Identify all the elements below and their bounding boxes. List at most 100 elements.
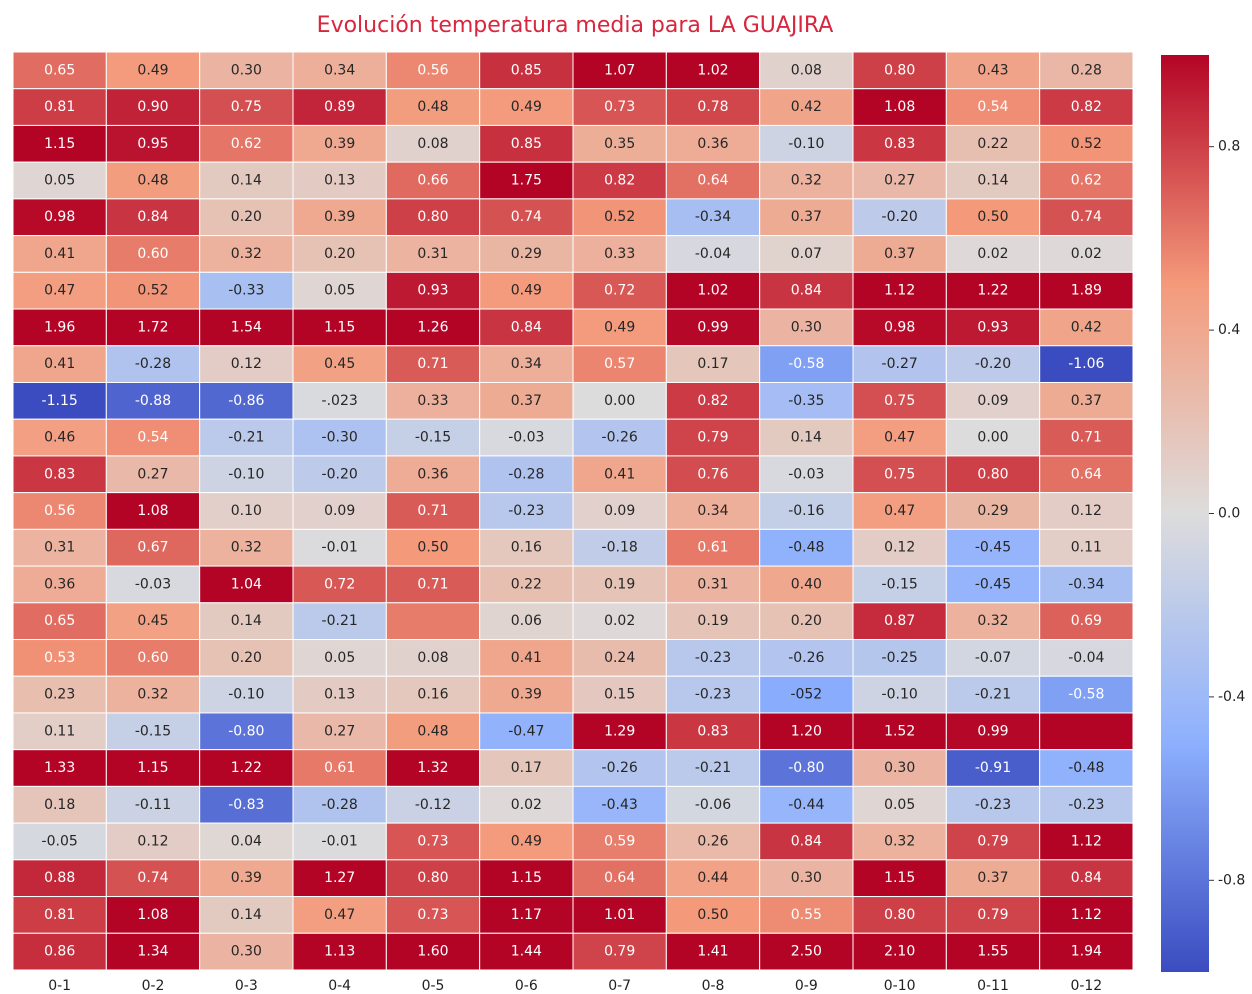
cell: [292, 528, 387, 567]
cell: [385, 932, 481, 971]
cell-label: -0.34: [1068, 576, 1104, 592]
cell-label: 0.41: [44, 246, 75, 262]
cell-label: 0.34: [324, 62, 355, 78]
cell: [945, 455, 1041, 494]
cell-label: 0.84: [511, 319, 542, 335]
cell-label: -0.44: [788, 797, 824, 813]
cell: [105, 492, 201, 530]
cell: [479, 88, 574, 126]
cell: [945, 565, 1041, 604]
cell-label: 0.02: [511, 797, 542, 813]
cell: [665, 528, 761, 567]
cell-label: 0.09: [977, 393, 1008, 409]
cell: [572, 896, 667, 934]
cell: [479, 345, 574, 383]
cell-label: -0.03: [788, 466, 824, 482]
cell-label: 0.95: [137, 136, 168, 152]
cell-label: 0.52: [137, 283, 168, 299]
cell: [945, 785, 1041, 824]
cell: [1039, 565, 1134, 604]
cell: [12, 308, 107, 347]
cell: [852, 749, 947, 787]
cell: [105, 785, 201, 824]
cell-label: 0.28: [1071, 62, 1102, 78]
cell-label: 0.05: [324, 283, 355, 299]
cell-label: 0.79: [977, 907, 1008, 923]
cell: [12, 51, 107, 90]
cell-label: 0.18: [44, 797, 75, 813]
cell-label: -0.23: [695, 687, 731, 703]
cell: [945, 528, 1041, 567]
cell-label: 0.82: [1071, 99, 1102, 115]
cell-label: 0.65: [44, 613, 75, 629]
cell: [572, 675, 667, 714]
cell-label: -0.58: [788, 356, 824, 372]
cell-label: 0.17: [511, 760, 542, 776]
cell: [105, 51, 201, 90]
cell: [945, 492, 1041, 530]
cell-label: 0.39: [324, 209, 355, 225]
cell-label: 0.08: [791, 62, 822, 78]
cell-label: 1.55: [977, 944, 1008, 960]
cell-label: 0.46: [44, 430, 75, 446]
cell-label: -0.15: [135, 723, 171, 739]
cell-label: 0.71: [1071, 430, 1102, 446]
cell: [292, 749, 387, 787]
cell: [665, 675, 761, 714]
cell-label: 0.49: [604, 319, 635, 335]
cell-label: -0.10: [882, 687, 918, 703]
cell: [105, 859, 201, 898]
cell-label: 1.08: [884, 99, 915, 115]
cell: [105, 455, 201, 494]
cell-label: 0.29: [977, 503, 1008, 519]
cell: [1039, 602, 1134, 641]
cell-label: 0.42: [1071, 319, 1102, 335]
cell-label: 0.14: [977, 173, 1008, 189]
cell-label: 0.85: [511, 136, 542, 152]
cell-label: 0.84: [137, 209, 168, 225]
cell-label: 0.73: [417, 907, 448, 923]
cell: [199, 271, 294, 310]
cell-label: 0.37: [884, 246, 915, 262]
cell: [105, 822, 201, 861]
cell-label: 0.39: [231, 870, 262, 886]
cell-label: -052: [790, 687, 822, 703]
cell-label: 0.67: [137, 540, 168, 556]
cell-label: 1.89: [1071, 283, 1102, 299]
cell-label: 0.47: [884, 503, 915, 519]
cell-label: 0.79: [697, 430, 728, 446]
cell: [759, 675, 854, 714]
cell-label: -0.04: [1068, 650, 1104, 666]
cell: [292, 161, 387, 200]
cell-label: 0.16: [417, 687, 448, 703]
x-tick-label: 0-8: [702, 978, 725, 994]
cell: [199, 675, 294, 714]
cell: [665, 602, 761, 641]
cell-label: 0.98: [884, 319, 915, 335]
cell-label: -0.15: [415, 430, 451, 446]
cell-label: 0.62: [1071, 173, 1102, 189]
cell-label: 0.66: [417, 173, 448, 189]
colorbar-tick-label: 0.0: [1218, 506, 1240, 522]
cell: [292, 88, 387, 126]
cell-label: 0.73: [604, 99, 635, 115]
cell-label: 0.64: [1071, 466, 1102, 482]
cell-label: 0.07: [791, 246, 822, 262]
cell-label: 0.62: [231, 136, 262, 152]
cell-label: 0.09: [324, 503, 355, 519]
cell-label: 1.15: [44, 136, 75, 152]
cell-label: 0.83: [697, 723, 728, 739]
cell: [385, 124, 481, 163]
cell-label: 1.26: [417, 319, 448, 335]
cell-label: 0.61: [324, 760, 355, 776]
cell: [1039, 124, 1134, 163]
cell: [385, 492, 481, 530]
cell-label: 0.50: [417, 540, 448, 556]
cell: [385, 602, 481, 641]
cell: [292, 124, 387, 163]
cell: [292, 381, 387, 420]
cell-label: 0.89: [324, 99, 355, 115]
cell-label: 0.30: [231, 62, 262, 78]
cell: [12, 161, 107, 200]
cell: [12, 896, 107, 934]
